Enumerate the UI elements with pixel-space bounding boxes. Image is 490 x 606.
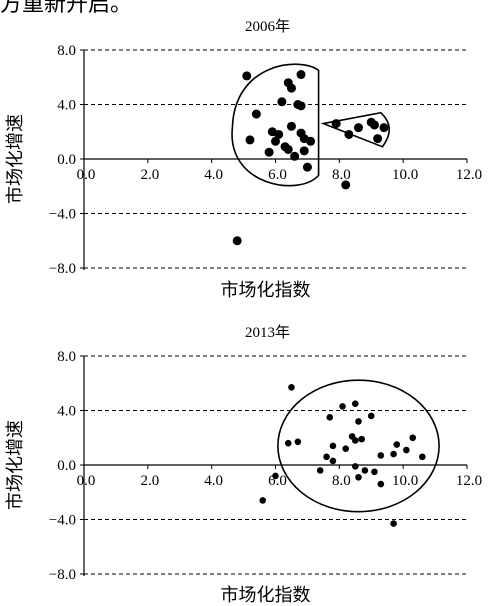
data-point — [284, 439, 292, 447]
data-point — [355, 473, 362, 481]
data-point — [373, 134, 383, 144]
data-point — [242, 71, 252, 81]
data-point — [283, 144, 293, 154]
group-outline-main — [231, 63, 320, 187]
data-point — [419, 453, 426, 461]
y-tick-label: −4.0 — [49, 513, 76, 529]
data-point — [329, 457, 337, 465]
y-tick-label: −8.0 — [49, 567, 76, 583]
data-point — [339, 403, 346, 410]
data-point — [271, 136, 280, 146]
y-tick-label: −4.0 — [49, 207, 76, 223]
data-point — [409, 434, 417, 442]
x-axis-label: 市场化指数 — [221, 585, 311, 606]
data-point — [351, 437, 359, 444]
data-point — [286, 121, 296, 131]
data-point — [367, 412, 375, 420]
data-point — [277, 97, 287, 107]
data-point — [342, 445, 350, 452]
data-point — [251, 109, 261, 119]
y-tick-label: 4.0 — [57, 404, 76, 420]
data-point — [341, 180, 351, 190]
x-tick-label: 4.0 — [204, 167, 223, 183]
x-tick-label: 0.0 — [77, 167, 96, 183]
x-tick-label: 12.0 — [456, 167, 482, 183]
data-point — [377, 480, 385, 488]
data-point — [296, 70, 306, 80]
data-point — [403, 446, 410, 454]
data-point — [296, 101, 306, 111]
y-axis-label: 市场化增速 — [5, 420, 26, 510]
data-point — [326, 414, 334, 421]
data-point — [355, 418, 362, 425]
data-point — [302, 162, 312, 172]
data-point — [377, 452, 385, 459]
chart-0: 2006年 8.0 4.0 0.0 −4.0 −8.0 0.0 2.0 4.0 6.0 8.0 10.… — [5, 18, 482, 301]
data-point — [299, 146, 309, 156]
x-tick-label: 10.0 — [392, 473, 418, 489]
data-point — [286, 83, 296, 93]
data-point — [393, 441, 401, 448]
group-outline-ellipse — [277, 379, 440, 513]
data-point — [245, 135, 255, 145]
chart-title: 2013年 — [245, 324, 290, 341]
y-tick-label: −8.0 — [49, 261, 76, 277]
data-point — [344, 129, 354, 139]
data-point — [390, 520, 397, 527]
data-point — [232, 236, 242, 246]
y-tick-label: 8.0 — [57, 349, 76, 365]
data-point — [272, 472, 279, 480]
chart-title: 2006年 — [245, 18, 290, 35]
y-tick-label: 0.0 — [57, 152, 76, 168]
group-outline-wedge — [320, 111, 391, 148]
x-tick-label: 2.0 — [140, 473, 159, 489]
x-tick-label: 8.0 — [332, 167, 351, 183]
data-point — [331, 119, 341, 129]
data-point — [379, 123, 389, 133]
x-tick-label: 6.0 — [268, 167, 287, 183]
x-tick-label: 2.0 — [140, 167, 159, 183]
data-point — [259, 497, 267, 504]
data-point — [358, 435, 365, 443]
x-tick-label: 0.0 — [77, 473, 96, 489]
data-point — [306, 136, 316, 146]
data-point — [351, 400, 359, 407]
y-tick-label: 8.0 — [57, 43, 76, 59]
y-tick-label: 0.0 — [57, 458, 76, 474]
x-tick-label: 8.0 — [332, 473, 351, 489]
x-tick-label: 12.0 — [456, 473, 482, 489]
data-point — [288, 384, 295, 391]
data-point — [390, 450, 397, 458]
data-point — [323, 453, 330, 461]
data-point — [329, 442, 337, 450]
data-point — [369, 120, 379, 130]
data-point — [274, 129, 284, 139]
data-point — [351, 463, 359, 470]
x-axis-label: 市场化指数 — [221, 280, 311, 301]
x-tick-label: 4.0 — [204, 473, 223, 489]
y-axis-label: 市场化增速 — [5, 114, 26, 204]
data-point — [264, 147, 274, 157]
data-point — [316, 467, 324, 474]
data-point — [353, 123, 363, 133]
y-tick-label: 4.0 — [57, 98, 76, 114]
top-text: 方重新开启。 — [0, 0, 133, 17]
data-point — [361, 467, 369, 474]
data-point — [294, 438, 302, 446]
x-tick-label: 10.0 — [392, 167, 418, 183]
data-point — [371, 468, 378, 476]
data-point — [290, 151, 300, 161]
